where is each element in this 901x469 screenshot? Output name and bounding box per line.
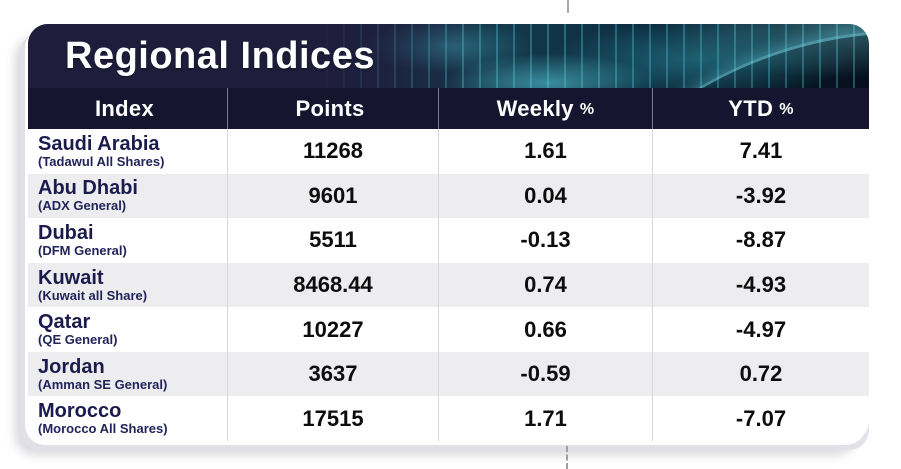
points-value: 11268 bbox=[227, 129, 438, 174]
table-row-dubai: Dubai (DFM General) 5511 -0.13 -8.87 bbox=[28, 218, 869, 263]
index-subtitle: (Tadawul All Shares) bbox=[38, 153, 165, 169]
crop-mark-top bbox=[567, 0, 569, 13]
globe-artwork bbox=[28, 24, 869, 88]
points-value: 10227 bbox=[227, 307, 438, 352]
index-name: Jordan bbox=[38, 355, 105, 378]
points-value: 8468.44 bbox=[227, 262, 438, 308]
index-name: Kuwait bbox=[38, 266, 104, 289]
index-subtitle: (Morocco All Shares) bbox=[38, 421, 168, 437]
weekly-value: 0.04 bbox=[438, 173, 652, 219]
points-value: 17515 bbox=[227, 396, 438, 441]
column-header-weekly: Weekly% bbox=[438, 88, 652, 129]
index-subtitle: (Amman SE General) bbox=[38, 376, 168, 392]
crop-mark-bottom-dashed bbox=[566, 446, 568, 469]
percent-sign: % bbox=[579, 101, 595, 118]
column-header-points: Points bbox=[227, 88, 438, 129]
ytd-value: -4.93 bbox=[652, 262, 869, 308]
table-row-saudi-arabia: Saudi Arabia (Tadawul All Shares) 11268 … bbox=[28, 129, 869, 174]
index-name: Saudi Arabia bbox=[38, 132, 160, 155]
weekly-value: -0.59 bbox=[438, 351, 652, 397]
page-title: Regional Indices bbox=[65, 34, 375, 77]
index-cell: Kuwait (Kuwait all Share) bbox=[28, 263, 227, 308]
index-name: Qatar bbox=[38, 311, 91, 334]
index-cell: Dubai (DFM General) bbox=[28, 218, 227, 263]
table-row-abu-dhabi: Abu Dhabi (ADX General) 9601 0.04 -3.92 bbox=[28, 173, 869, 219]
points-value: 3637 bbox=[227, 351, 438, 397]
points-value: 9601 bbox=[227, 173, 438, 219]
table-row-morocco: Morocco (Morocco All Shares) 17515 1.71 … bbox=[28, 396, 869, 441]
index-cell: Saudi Arabia (Tadawul All Shares) bbox=[28, 129, 227, 174]
index-cell: Qatar (QE General) bbox=[28, 307, 227, 352]
index-subtitle: (QE General) bbox=[38, 332, 118, 348]
ytd-value: -8.87 bbox=[652, 218, 869, 263]
index-subtitle: (Kuwait all Share) bbox=[38, 287, 148, 303]
index-cell: Abu Dhabi (ADX General) bbox=[28, 174, 227, 219]
weekly-value: 0.66 bbox=[438, 307, 652, 352]
weekly-value: 1.71 bbox=[438, 396, 652, 441]
percent-sign: % bbox=[779, 101, 794, 118]
table-row-kuwait: Kuwait (Kuwait all Share) 8468.44 0.74 -… bbox=[28, 262, 869, 308]
ytd-value: -3.92 bbox=[652, 173, 869, 219]
regional-indices-card: Regional Indices Index Points Weekly% YT… bbox=[28, 24, 869, 441]
ytd-value: 7.41 bbox=[652, 129, 869, 174]
header-label: Points bbox=[295, 95, 365, 121]
column-header-ytd: YTD% bbox=[652, 88, 869, 129]
weekly-value: -0.13 bbox=[438, 218, 652, 263]
points-value: 5511 bbox=[227, 218, 438, 263]
index-subtitle: (DFM General) bbox=[38, 242, 127, 258]
column-header-index: Index bbox=[28, 88, 227, 129]
index-cell: Morocco (Morocco All Shares) bbox=[28, 396, 227, 441]
header-label: Weekly bbox=[496, 95, 574, 121]
index-subtitle: (ADX General) bbox=[38, 198, 127, 214]
table-header-row: Index Points Weekly% YTD% bbox=[28, 88, 869, 129]
table-row-qatar: Qatar (QE General) 10227 0.66 -4.97 bbox=[28, 307, 869, 352]
index-name: Morocco bbox=[38, 400, 122, 423]
table-row-jordan: Jordan (Amman SE General) 3637 -0.59 0.7… bbox=[28, 351, 869, 397]
ytd-value: 0.72 bbox=[652, 351, 869, 397]
weekly-value: 0.74 bbox=[438, 262, 652, 308]
index-cell: Jordan (Amman SE General) bbox=[28, 352, 227, 397]
header-label: Index bbox=[95, 95, 154, 121]
index-name: Abu Dhabi bbox=[38, 177, 138, 200]
title-band: Regional Indices bbox=[28, 24, 869, 88]
header-label: YTD bbox=[728, 95, 774, 121]
ytd-value: -7.07 bbox=[652, 396, 869, 441]
ytd-value: -4.97 bbox=[652, 307, 869, 352]
weekly-value: 1.61 bbox=[438, 129, 652, 174]
table-body: Saudi Arabia (Tadawul All Shares) 11268 … bbox=[28, 129, 869, 441]
globe-fade bbox=[28, 24, 869, 88]
index-name: Dubai bbox=[38, 221, 94, 244]
